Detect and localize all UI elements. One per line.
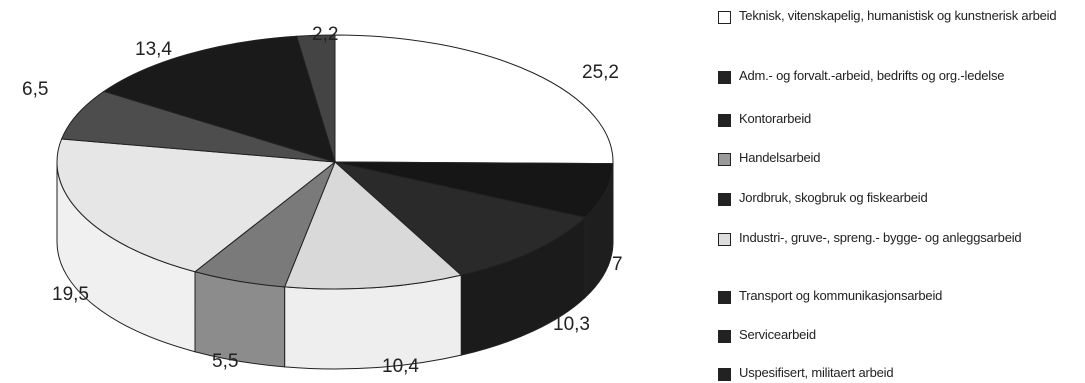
slice-value-label-1: 25,2 <box>582 62 619 83</box>
legend-swatch <box>718 291 731 304</box>
slice-value-label-6: 19,5 <box>52 284 89 305</box>
pie-slice-8 <box>102 35 336 163</box>
slice-value-label-5: 5,5 <box>212 351 238 372</box>
legend-label: Handelsarbeid <box>739 150 821 165</box>
pie-slice-6 <box>56 138 337 273</box>
slice-value-label-3: 10,3 <box>553 314 590 335</box>
legend-label: Transport og kommunikasjonsarbeid <box>739 288 943 303</box>
legend-item: Industri-, gruve-, spreng.- bygge- og an… <box>718 230 1078 246</box>
slice-value-label-7: 6,5 <box>22 79 48 100</box>
legend-swatch <box>718 153 731 166</box>
legend-item: Teknisk, vitenskapelig, humanistisk og k… <box>718 8 1078 24</box>
legend-label: Teknisk, vitenskapelig, humanistisk og k… <box>739 8 1057 23</box>
pie-slice-4 <box>283 161 463 290</box>
pie-sides <box>56 161 614 370</box>
legend-swatch <box>718 368 731 381</box>
pie-slice-2 <box>334 161 614 219</box>
legend-item: Servicearbeid <box>718 327 1078 343</box>
legend-label: Servicearbeid <box>739 327 816 342</box>
legend-swatch <box>718 193 731 206</box>
legend-item: Jordbruk, skogbruk og fiskearbeid <box>718 190 1078 206</box>
slice-value-label-9: 2,2 <box>312 24 338 45</box>
slice-value-label-4: 10,4 <box>382 356 419 377</box>
legend-item: Transport og kommunikasjonsarbeid <box>718 288 1078 304</box>
slice-value-label-2: 7 <box>612 254 623 275</box>
legend-label: Uspesifisert, militaert arbeid <box>739 365 894 380</box>
legend-label: Industri-, gruve-, spreng.- bygge- og an… <box>739 230 1022 245</box>
pie-top-faces <box>56 34 614 290</box>
pie-value-labels: 25,2 7 10,3 10,4 5,5 19,5 6,5 13,4 2,2 <box>22 24 623 377</box>
legend-swatch <box>718 71 731 84</box>
pie-slice-9 <box>296 34 336 163</box>
legend-swatch <box>718 11 731 24</box>
legend-item: Uspesifisert, militaert arbeid <box>718 365 1078 381</box>
legend-swatch <box>718 330 731 343</box>
legend-item: Handelsarbeid <box>718 150 1078 166</box>
legend-item: Kontorarbeid <box>718 111 1078 127</box>
legend-label: Jordbruk, skogbruk og fiskearbeid <box>739 190 928 205</box>
legend-item: Adm.- og forvalt.-arbeid, bedrifts og or… <box>718 68 1078 84</box>
pie-slice-1 <box>334 34 614 165</box>
legend-label: Adm.- og forvalt.-arbeid, bedrifts og or… <box>739 68 1005 83</box>
pie-slice-7 <box>60 90 336 163</box>
slice-value-label-8: 13,4 <box>135 39 172 60</box>
pie-side-4 <box>284 274 462 370</box>
legend-label: Kontorarbeid <box>739 111 812 126</box>
legend-swatch <box>718 233 731 246</box>
pie-chart: 25,2 7 10,3 10,4 5,5 19,5 6,5 13,4 2,2 <box>22 24 623 377</box>
legend-swatch <box>718 114 731 127</box>
pie-slice-3 <box>333 161 587 276</box>
